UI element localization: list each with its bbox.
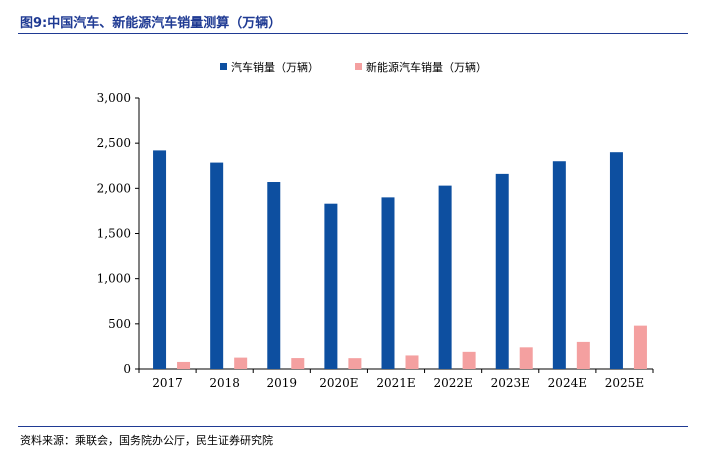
legend-swatch-1 xyxy=(355,63,362,70)
x-tick-label: 2021E xyxy=(376,376,415,390)
x-tick-label: 2018 xyxy=(209,376,240,390)
nev-sales-bar-2023E xyxy=(519,347,533,369)
nev-sales-bar-2022E xyxy=(462,351,476,369)
bars xyxy=(153,150,647,369)
nev-sales-bar-2025E xyxy=(633,325,647,369)
nev-sales-bar-2020E xyxy=(348,358,362,369)
vehicle-sales-bar-2021E xyxy=(381,197,395,369)
vehicle-sales-bar-2019 xyxy=(267,182,281,369)
y-axis: 0 500 1,000 1,500 2,000 2,500 3,000 xyxy=(97,91,140,376)
y-tick-label: 1,000 xyxy=(97,272,131,286)
x-tick-label: 2024E xyxy=(548,376,587,390)
x-tick-label: 2019 xyxy=(267,376,298,390)
y-tick-label: 1,500 xyxy=(97,227,131,241)
vehicle-sales-bar-2020E xyxy=(324,203,338,369)
nev-sales-bar-2019 xyxy=(291,358,305,369)
vehicle-sales-bar-2018 xyxy=(210,162,224,369)
vehicle-sales-bar-2023E xyxy=(495,173,509,369)
title-divider xyxy=(18,33,688,34)
legend-swatch-0 xyxy=(220,63,227,70)
figure-title: 图9:中国汽车、新能源汽车销量测算（万辆） xyxy=(20,16,282,31)
x-tick-label: 2023E xyxy=(491,376,530,390)
vehicle-sales-bar-2022E xyxy=(438,185,452,369)
y-tick-label: 3,000 xyxy=(97,91,131,105)
nev-sales-bar-2024E xyxy=(576,341,590,369)
y-tick-label: 2,500 xyxy=(97,136,131,150)
vehicle-sales-bar-2017 xyxy=(153,150,167,369)
x-tick-label: 2022E xyxy=(433,376,472,390)
x-tick-label: 2017 xyxy=(152,376,183,390)
y-tick-label: 0 xyxy=(123,362,131,376)
legend-label-1: 新能源汽车销量（万辆） xyxy=(366,60,487,74)
source-note: 资料来源：乘联会，国务院办公厅，民生证券研究院 xyxy=(20,434,273,447)
x-tick-label: 2025E xyxy=(605,376,644,390)
x-axis: 2017 2018 2019 2020E 2021E 2022E 2023E 2024E 202… xyxy=(138,368,654,390)
x-tick-label: 2020E xyxy=(319,376,358,390)
nev-sales-bar-2017 xyxy=(177,361,191,369)
source-divider xyxy=(18,426,688,427)
y-tick-label: 500 xyxy=(108,317,131,331)
legend: 汽车销量（万辆） 新能源汽车销量（万辆） xyxy=(220,60,487,74)
vehicle-sales-bar-2024E xyxy=(552,161,566,369)
legend-label-0: 汽车销量（万辆） xyxy=(231,60,319,74)
vehicle-sales-bar-2025E xyxy=(609,152,623,369)
y-tick-label: 2,000 xyxy=(97,181,131,195)
nev-sales-bar-2018 xyxy=(234,357,248,369)
nev-sales-bar-2021E xyxy=(405,355,419,369)
